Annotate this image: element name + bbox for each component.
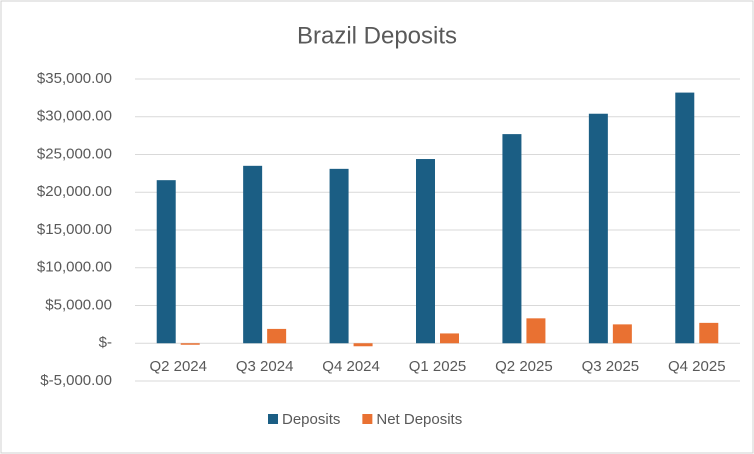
x-tick-label: Q4 2025 bbox=[668, 358, 726, 375]
chart-title: Brazil Deposits bbox=[297, 22, 457, 49]
y-tick-label: $10,000.00 bbox=[37, 259, 112, 276]
legend-label: Net Deposits bbox=[376, 411, 462, 428]
y-tick-label: $20,000.00 bbox=[37, 183, 112, 200]
legend-swatch bbox=[362, 414, 373, 424]
bar bbox=[440, 333, 459, 344]
y-tick-label: $- bbox=[99, 334, 112, 351]
x-tick-label: Q3 2024 bbox=[236, 358, 294, 375]
y-tick-label: $5,000.00 bbox=[45, 296, 112, 313]
legend-swatch bbox=[268, 414, 278, 424]
x-tick-label: Q4 2024 bbox=[322, 358, 380, 375]
x-tick-label: Q3 2025 bbox=[582, 358, 640, 375]
y-tick-label: $-5,000.00 bbox=[40, 372, 112, 389]
bar bbox=[267, 328, 287, 344]
x-tick-label: Q1 2025 bbox=[409, 358, 467, 375]
bar bbox=[416, 159, 435, 344]
y-tick-label: $30,000.00 bbox=[37, 108, 112, 125]
bar bbox=[526, 318, 546, 344]
bar bbox=[180, 343, 200, 345]
bar bbox=[588, 113, 608, 344]
x-tick-label: Q2 2024 bbox=[149, 358, 207, 375]
bar bbox=[156, 180, 176, 344]
bar bbox=[699, 322, 719, 344]
bar bbox=[612, 324, 632, 344]
bar bbox=[353, 343, 373, 347]
y-tick-label: $25,000.00 bbox=[37, 145, 112, 162]
y-tick-label: $35,000.00 bbox=[37, 70, 112, 87]
x-tick-label: Q2 2025 bbox=[495, 358, 553, 375]
bar bbox=[675, 92, 695, 344]
legend-label: Deposits bbox=[282, 411, 340, 428]
bar bbox=[502, 134, 522, 344]
y-tick-label: $15,000.00 bbox=[37, 221, 112, 238]
bar bbox=[243, 165, 263, 344]
bar bbox=[329, 168, 349, 344]
